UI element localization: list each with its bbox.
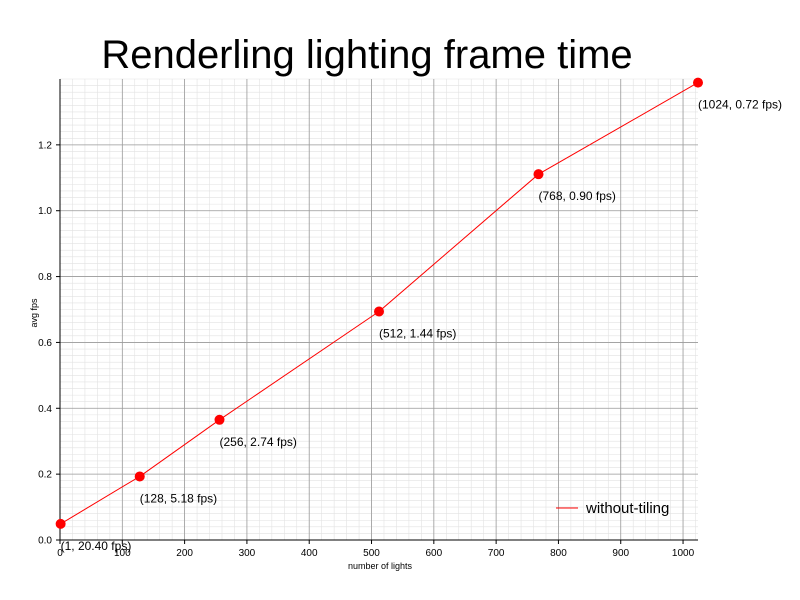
data-point <box>374 306 384 317</box>
data-label: (128, 5.18 fps) <box>140 491 217 505</box>
series-layer: (1, 20.40 fps) (128, 5.18 fps) (256, 2.74 … <box>55 77 782 553</box>
x-tick-label: 0 <box>57 548 63 559</box>
x-tick-label: 100 <box>114 548 131 559</box>
y-tick-label: 0.0 <box>38 536 52 547</box>
legend: without-tiling <box>556 500 669 517</box>
y-tick-label: 0.8 <box>38 272 52 283</box>
data-label: (1, 20.40 fps) <box>61 539 132 553</box>
x-tick-label: 1000 <box>672 548 695 559</box>
x-tick-label: 500 <box>363 548 380 559</box>
x-tick-label: 700 <box>488 548 505 559</box>
data-point <box>214 414 225 425</box>
data-label: (512, 1.44 fps) <box>379 326 456 340</box>
axes <box>59 79 698 541</box>
x-tick-label: 400 <box>301 548 318 559</box>
x-tick-label: 900 <box>612 548 629 559</box>
y-tick-label: 0.4 <box>38 404 52 415</box>
data-point <box>134 471 145 482</box>
data-label: (768, 0.90 fps) <box>539 189 616 203</box>
data-label: (1024, 0.72 fps) <box>698 98 782 112</box>
x-axis-label: number of lights <box>348 561 413 571</box>
x-tick-label: 300 <box>239 548 256 559</box>
y-tick-label: 1.2 <box>38 140 52 151</box>
data-point <box>55 518 66 529</box>
y-axis-label: avg fps <box>29 298 39 328</box>
series-line <box>60 82 699 525</box>
x-tick-label: 800 <box>550 548 567 559</box>
data-label: (256, 2.74 fps) <box>220 435 297 449</box>
y-tick-label: 1.0 <box>38 206 52 217</box>
data-point <box>533 169 544 180</box>
y-tick-label: 0.6 <box>38 338 52 349</box>
data-point <box>693 77 703 88</box>
y-axis-ticks: 0.0 0.2 0.4 0.6 0.8 1.0 1.2 <box>38 140 60 547</box>
legend-label: without-tiling <box>585 500 669 517</box>
y-tick-label: 0.2 <box>38 470 52 481</box>
chart-title: Renderling lighting frame time <box>101 33 632 77</box>
x-tick-label: 600 <box>425 548 442 559</box>
x-tick-label: 200 <box>176 548 193 559</box>
x-axis-ticks: 0 100 200 300 400 500 600 700 800 900 1000 <box>57 540 695 559</box>
